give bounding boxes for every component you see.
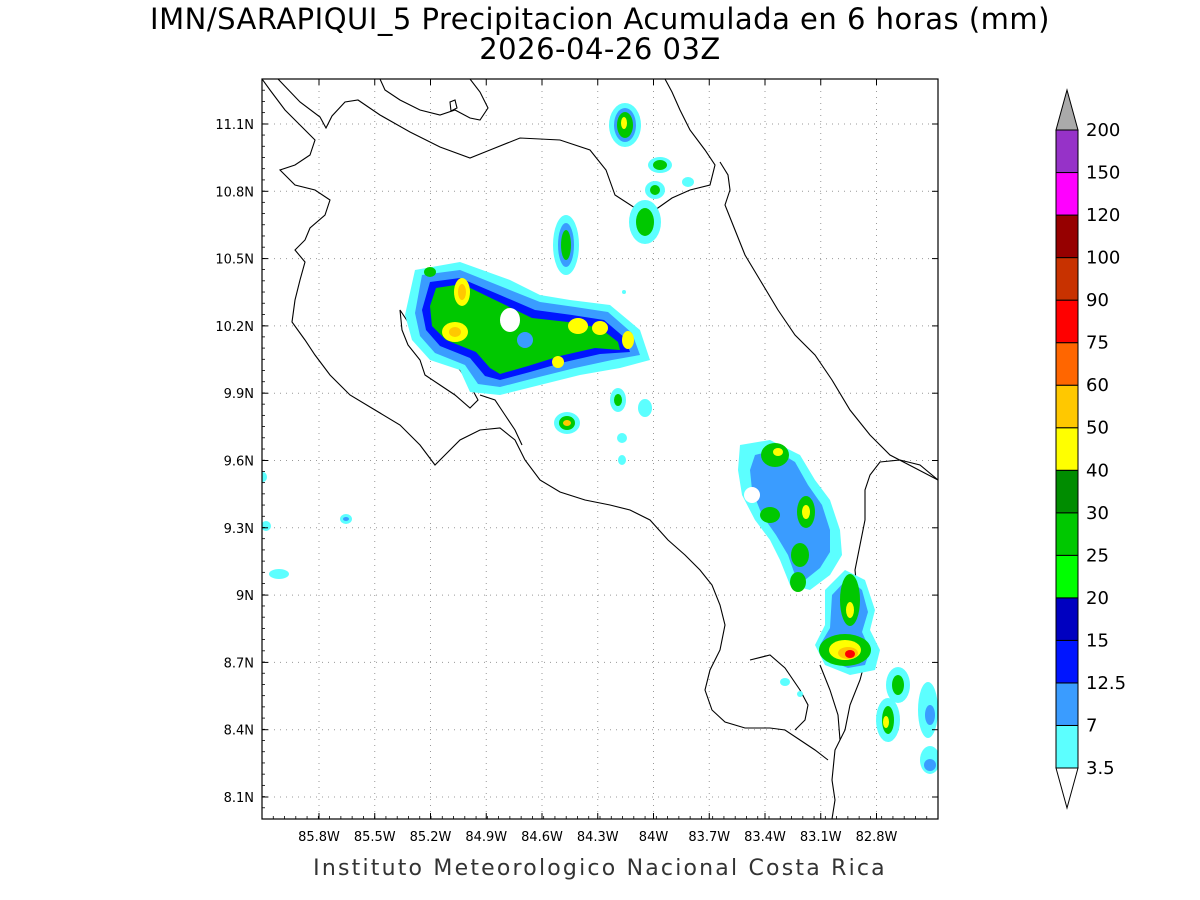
lat-tick-label: 9.6N: [224, 455, 254, 470]
precip-cell-southeast: [738, 440, 842, 592]
colorbar-swatch: [1055, 597, 1079, 641]
lon-tick-label: 84.9W: [465, 830, 507, 845]
colorbar-swatch: [1055, 682, 1079, 726]
lat-tick-label: 10.2N: [215, 320, 254, 335]
lon-tick-label: 83.1W: [800, 830, 842, 845]
colorbar-swatch: [1055, 129, 1079, 174]
lat-tick-label: 9N: [236, 589, 254, 604]
colorbar-level-label: 7: [1086, 715, 1097, 736]
map-subtitle-datetime: 2026-04-26 03Z: [479, 32, 721, 66]
lon-tick-label: 85.2W: [410, 830, 452, 845]
colorbar-level-label: 90: [1086, 290, 1109, 311]
lat-tick-label: 8.1N: [224, 791, 254, 806]
colorbar-swatch: [1055, 512, 1079, 556]
latitude-axis: 11.1N 10.8N 10.5N 10.2N 9.9N 9.6N 9.3N 9N 8.7N 8.…: [215, 78, 938, 809]
lon-tick-label: 83.7W: [688, 830, 730, 845]
colorbar-legend: 3.5 7 12.5 15 20 25 30 40 50 60 75 90 100 120 150 200: [1055, 88, 1126, 810]
precip-cell-north: [609, 103, 694, 244]
lat-tick-label: 8.4N: [224, 724, 254, 739]
credit-text: Instituto Meteorologico Nacional Costa R…: [313, 856, 887, 881]
lon-tick-label: 82.8W: [856, 830, 898, 845]
precip-cell-central-north: [553, 215, 579, 275]
colorbar-level-label: 60: [1086, 375, 1109, 396]
colorbar-swatch: [1055, 639, 1079, 684]
colorbar-level-label: 150: [1086, 163, 1120, 184]
colorbar-swatch: [1055, 554, 1079, 599]
precip-cell-south: [780, 570, 938, 774]
lon-tick-label: 84W: [639, 830, 669, 845]
colorbar-level-label: 30: [1086, 503, 1109, 524]
lat-tick-label: 11.1N: [215, 118, 254, 133]
lat-tick-label: 9.9N: [224, 387, 254, 402]
colorbar-lower-triangle: [1055, 767, 1079, 810]
colorbar-swatch: [1055, 724, 1079, 769]
colorbar-level-label: 120: [1086, 205, 1120, 226]
map-frame-background: [262, 79, 938, 819]
colorbar-level-label: 15: [1086, 630, 1109, 651]
map-title: IMN/SARAPIQUI_5 Precipitacion Acumulada …: [150, 2, 1050, 36]
colorbar-level-label: 40: [1086, 460, 1109, 481]
lat-tick-label: 10.5N: [215, 253, 254, 268]
colorbar-level-label: 75: [1086, 333, 1109, 354]
colorbar-level-label: 200: [1086, 120, 1120, 141]
lat-tick-label: 8.7N: [224, 656, 254, 671]
colorbar-swatch: [1055, 469, 1079, 514]
colorbar-swatch: [1055, 427, 1079, 471]
lon-tick-label: 85.5W: [354, 830, 396, 845]
colorbar-swatch: [1055, 299, 1079, 344]
colorbar-swatch: [1055, 384, 1079, 429]
precip-cell-central: [554, 388, 652, 465]
colorbar-level-label: 3.5: [1086, 758, 1115, 779]
colorbar-level-label: 20: [1086, 588, 1109, 609]
precip-cell-pacific: [262, 290, 626, 579]
lat-tick-label: 10.8N: [215, 185, 254, 200]
precipitation-field: [262, 103, 938, 774]
colorbar-upper-triangle: [1055, 88, 1079, 131]
colorbar-swatch: [1055, 342, 1079, 386]
lat-tick-label: 9.3N: [224, 522, 254, 537]
lon-tick-label: 83.4W: [744, 830, 786, 845]
lon-tick-label: 84.3W: [577, 830, 619, 845]
colorbar-level-label: 12.5: [1086, 673, 1126, 694]
colorbar-swatch: [1055, 257, 1079, 301]
colorbar-level-label: 50: [1086, 418, 1109, 439]
longitude-axis: 85.8W 85.5W 85.2W 84.9W 84.6W 84.3W 84W 83.7W 83…: [261, 79, 928, 845]
lon-tick-label: 84.6W: [521, 830, 563, 845]
precip-cell-northwest: [405, 262, 650, 395]
lon-tick-label: 85.8W: [298, 830, 340, 845]
colorbar-swatch: [1055, 172, 1079, 216]
colorbar-swatch: [1055, 214, 1079, 259]
colorbar-level-label: 25: [1086, 545, 1109, 566]
colorbar-level-label: 100: [1086, 248, 1120, 269]
